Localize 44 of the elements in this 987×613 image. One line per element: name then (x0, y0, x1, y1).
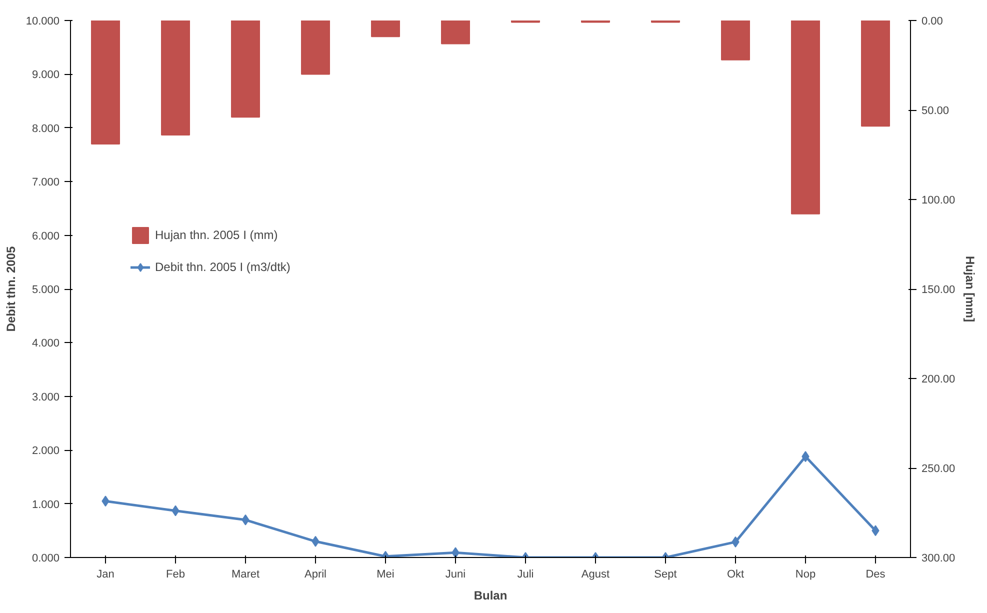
x-tick-label: Juli (517, 568, 534, 580)
x-tick-label: Nop (795, 568, 816, 580)
y-tick-label: 4.000 (32, 338, 60, 350)
x-tick-label: Agust (581, 568, 610, 580)
legend-label: Debit thn. 2005 I (m3/dtk) (155, 260, 290, 274)
y-tick-label: 9.000 (32, 69, 60, 82)
y2-tick-label: 150.00 (922, 284, 956, 296)
y-tick-label: 7.000 (32, 176, 60, 189)
y2-tick-label: 250.00 (922, 463, 956, 475)
y-tick-label: 5.000 (32, 284, 60, 296)
x-tick-label: Mei (376, 568, 394, 580)
y-tick-label: 8.000 (32, 122, 60, 135)
bar (861, 20, 890, 127)
y-tick-label: 3.000 (32, 391, 60, 404)
x-axis-title: Bulan (474, 588, 508, 602)
bar (301, 20, 330, 75)
y2-tick-label: 200.00 (922, 374, 956, 386)
x-tick-label: Jan (96, 568, 114, 580)
x-tick-label: Des (866, 568, 886, 580)
bar (791, 20, 820, 214)
y-tick-label: 2.000 (32, 445, 60, 458)
y-tick-label: 10.000 (26, 16, 60, 28)
y-axis-title: Debit thn. 2005 (4, 246, 18, 332)
x-tick-label: Maret (231, 568, 260, 580)
y-tick-label: 1.000 (32, 498, 60, 511)
bar (721, 20, 750, 60)
bar (91, 20, 120, 145)
x-tick-label: Sept (654, 568, 677, 580)
y2-tick-label: 300.00 (922, 552, 956, 564)
x-tick-label: Juni (445, 568, 466, 580)
x-tick-label: Feb (166, 568, 185, 580)
legend-label: Hujan thn. 2005 I (mm) (155, 228, 278, 242)
bar (441, 20, 470, 44)
x-tick-label: April (304, 568, 327, 580)
y2-axis-title: Hujan [mm] (963, 256, 978, 322)
y2-tick-label: 100.00 (922, 194, 956, 206)
bar (161, 20, 190, 136)
bar (231, 20, 260, 118)
y-tick-label: 6.000 (32, 230, 60, 242)
y2-tick-label: 0.00 (922, 16, 943, 28)
x-tick-label: Okt (726, 568, 744, 580)
y-tick-label: 0.000 (32, 552, 60, 564)
bar (371, 20, 400, 38)
y2-tick-label: 50.00 (922, 105, 950, 117)
